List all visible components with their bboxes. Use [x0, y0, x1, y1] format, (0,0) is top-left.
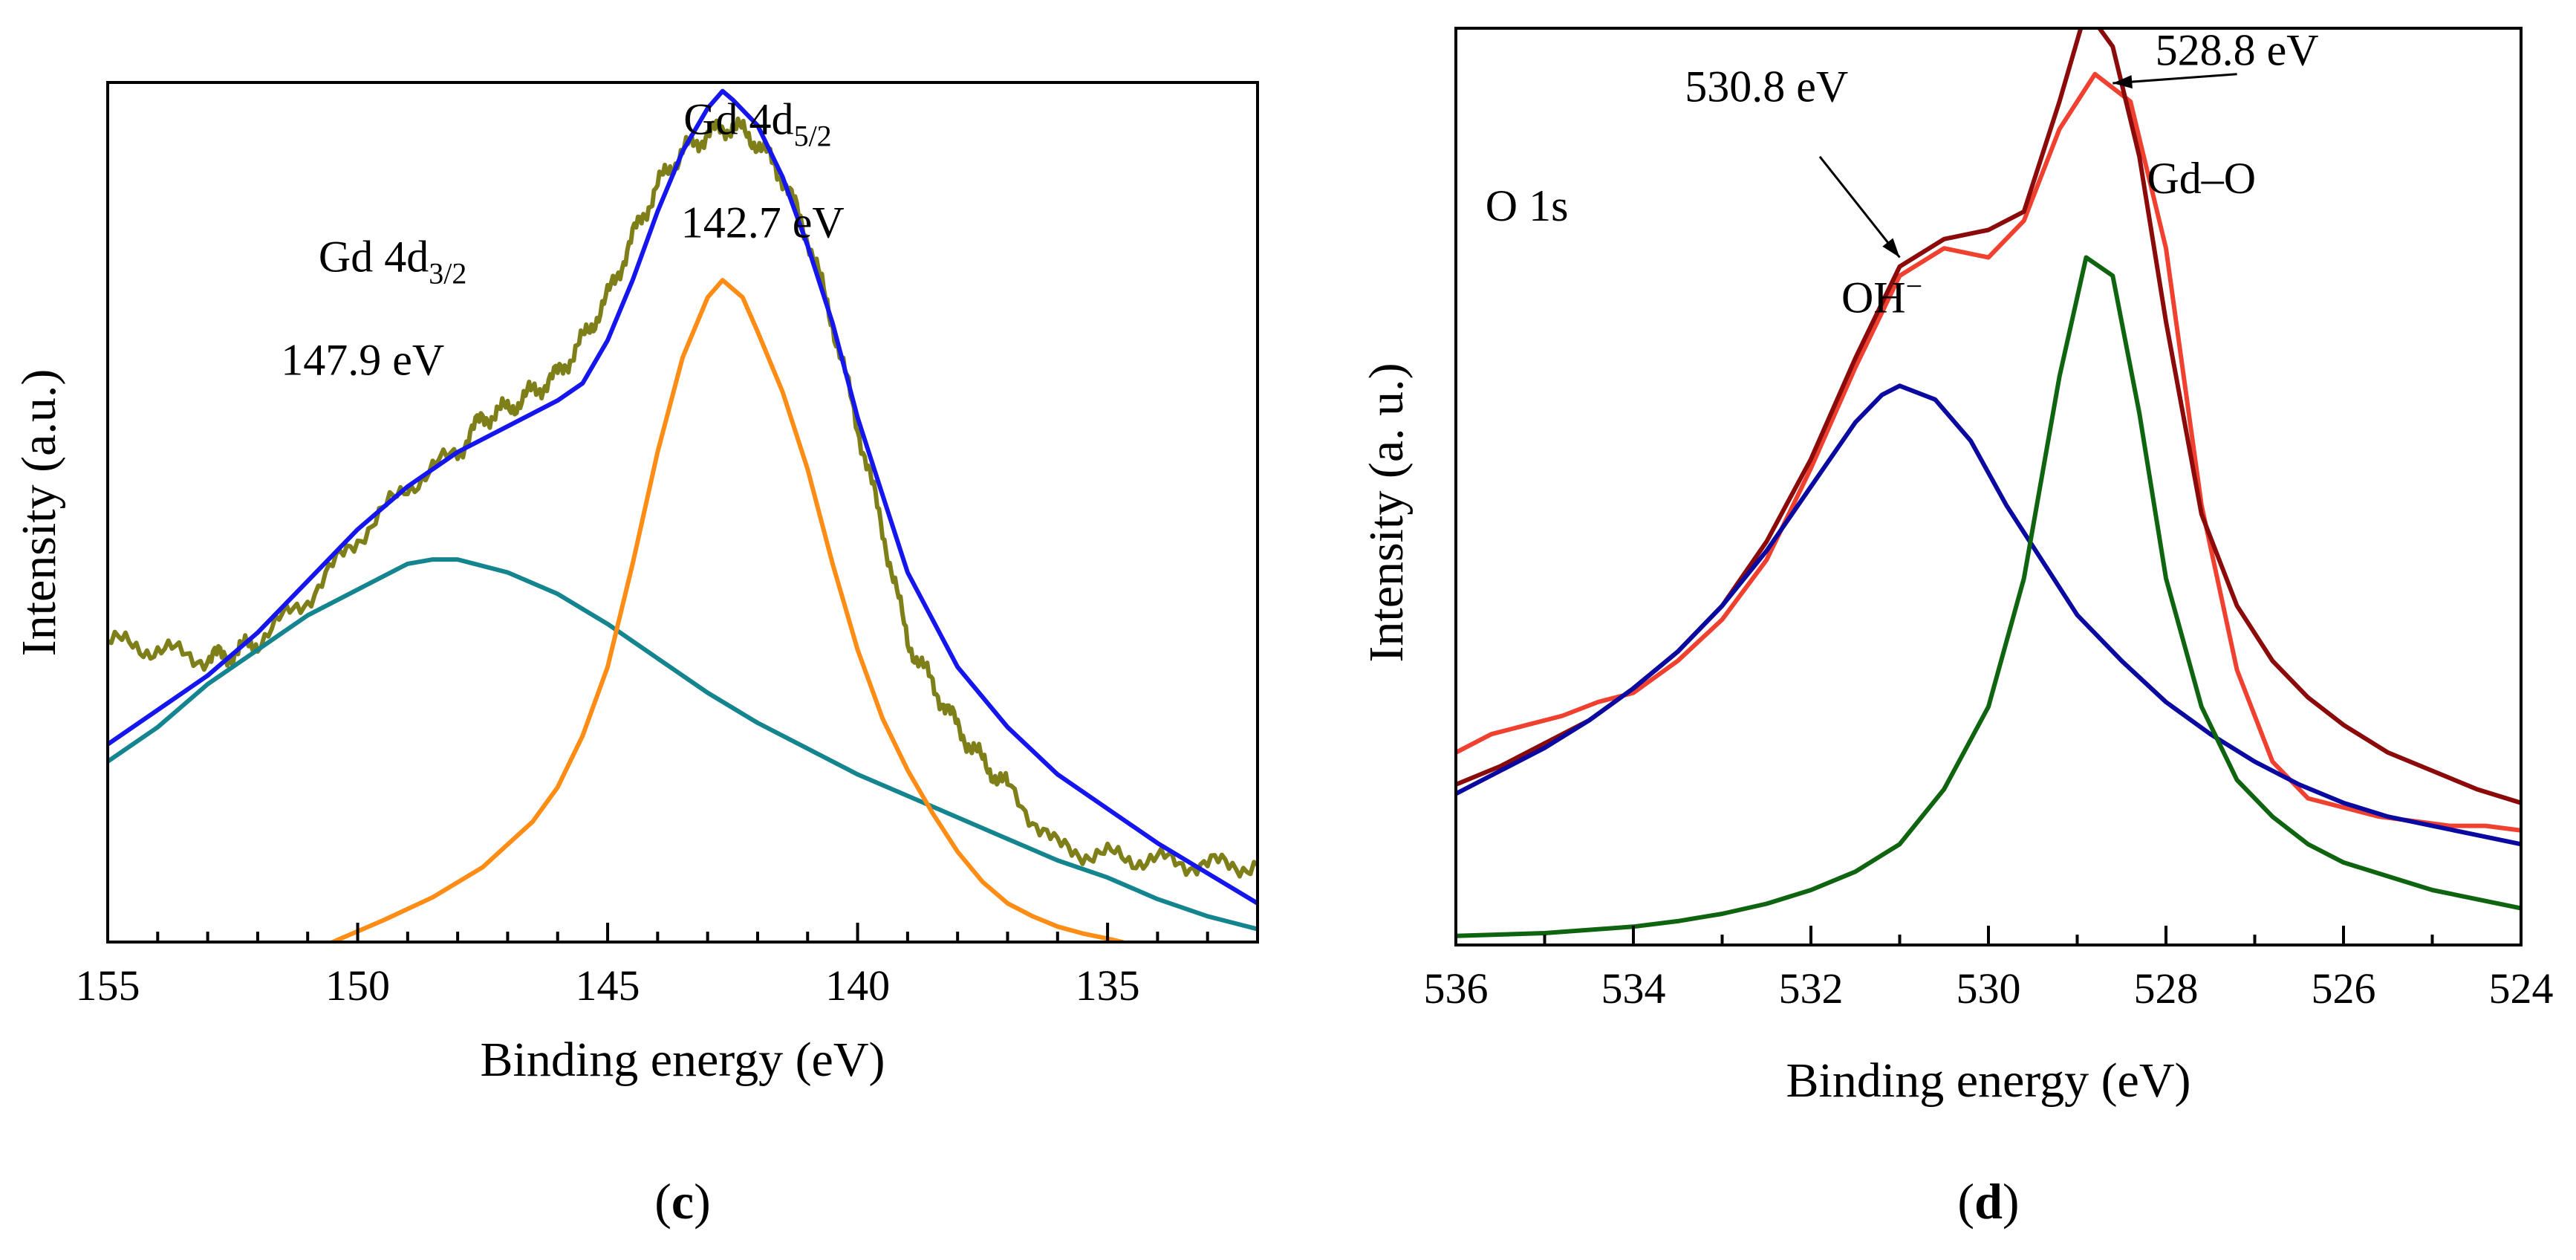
- chart-d-x-axis-title: Binding energy (eV): [1786, 1053, 2191, 1108]
- chart-d-x-tick-label: 524: [2489, 964, 2554, 1013]
- chart-d-arrow-head: [1882, 238, 1900, 258]
- chart-c-x-tick-label: 150: [325, 961, 390, 1010]
- chart-d: 536 534 532 530 528 526 524 Intensity (a. u.) …: [1359, 25, 2554, 1230]
- chart-d-x-tick-label: 526: [2312, 964, 2376, 1013]
- chart-c-curves: [108, 88, 1258, 942]
- chart-d-arrow-shaft: [2112, 73, 2237, 85]
- chart-c-x-tick-label: 155: [76, 961, 140, 1010]
- chart-d-annotation: 528.8 eV: [2156, 25, 2319, 74]
- chart-c-x-tick-label: 135: [1076, 961, 1140, 1010]
- chart-d-x-tick-label: 528: [2134, 964, 2199, 1013]
- panel-label-d-close: ): [2003, 1173, 2020, 1230]
- chart-d-series-gd-o-component: [1456, 255, 2521, 938]
- chart-c-x-tick-label: 145: [576, 961, 640, 1010]
- chart-c-series-raw-spectrum: [108, 116, 1258, 879]
- chart-c-x-tick-label: 140: [825, 961, 890, 1010]
- chart-d-curves: [1456, 28, 2521, 938]
- chart-d-x-tick-label: 530: [1957, 964, 2021, 1013]
- chart-d-arrow-shaft: [1818, 155, 1901, 259]
- panel-label-d-letter: d: [1974, 1173, 2003, 1230]
- chart-d-series-raw-spectrum: [1456, 71, 2521, 833]
- chart-d-x-tick-label: 534: [1601, 964, 1666, 1013]
- chart-c-annotation: Gd 4d3/2: [319, 233, 466, 290]
- chart-c-annotation: 147.9 eV: [281, 335, 444, 384]
- chart-c-y-axis-title: Intensity (a.u.): [12, 369, 66, 657]
- chart-d-annotation: OH−: [1841, 270, 1922, 322]
- chart-d-x-tick-label: 532: [1779, 964, 1844, 1013]
- chart-d-annotations: O 1s 530.8 eV OH− 528.8 eV Gd–O: [1486, 25, 2319, 322]
- chart-d-annotation: Gd–O: [2147, 154, 2256, 203]
- chart-d-series-envelope-fit: [1456, 28, 2521, 805]
- chart-c-x-axis-title: Binding energy (eV): [481, 1033, 885, 1087]
- panel-label-d-open: (: [1957, 1173, 1974, 1230]
- chart-c-series-gd-4d5-2-component: [330, 278, 1125, 942]
- chart-c-annotation: Gd 4d5/2: [683, 94, 831, 152]
- chart-c-series-gd-4d3-2-component: [108, 557, 1258, 932]
- chart-c-annotations: Gd 4d3/2 147.9 eV Gd 4d5/2 142.7 eV: [281, 94, 844, 384]
- chart-c-series-envelope-fit: [108, 88, 1258, 906]
- chart-c-annotation: 142.7 eV: [681, 198, 845, 247]
- chart-d-annotation: 530.8 eV: [1685, 62, 1848, 111]
- panel-label-c: (c): [654, 1173, 711, 1230]
- panel-label-c-letter: c: [671, 1173, 694, 1230]
- chart-d-x-tick-label: 536: [1424, 964, 1489, 1013]
- panel-label-c-open: (: [654, 1173, 671, 1230]
- chart-d-arrow-head: [2112, 75, 2133, 89]
- chart-c-plot-frame: [106, 81, 1259, 944]
- panel-label-d: (d): [1957, 1173, 2019, 1230]
- chart-d-arrows: [1818, 73, 2237, 259]
- panel-label-c-close: ): [694, 1173, 711, 1230]
- chart-c-x-axis: 155 150 145 140 135: [76, 923, 1259, 1010]
- chart-d-annotation: O 1s: [1486, 181, 1569, 230]
- chart-c: 155 150 145 140 135 Intensity (a.u.) Binding…: [12, 81, 1259, 1230]
- chart-d-y-axis-title: Intensity (a. u.): [1359, 363, 1414, 662]
- chart-d-x-axis: 536 534 532 530 528 526 524: [1424, 926, 2554, 1013]
- chart-d-series-oh-component: [1456, 383, 2521, 847]
